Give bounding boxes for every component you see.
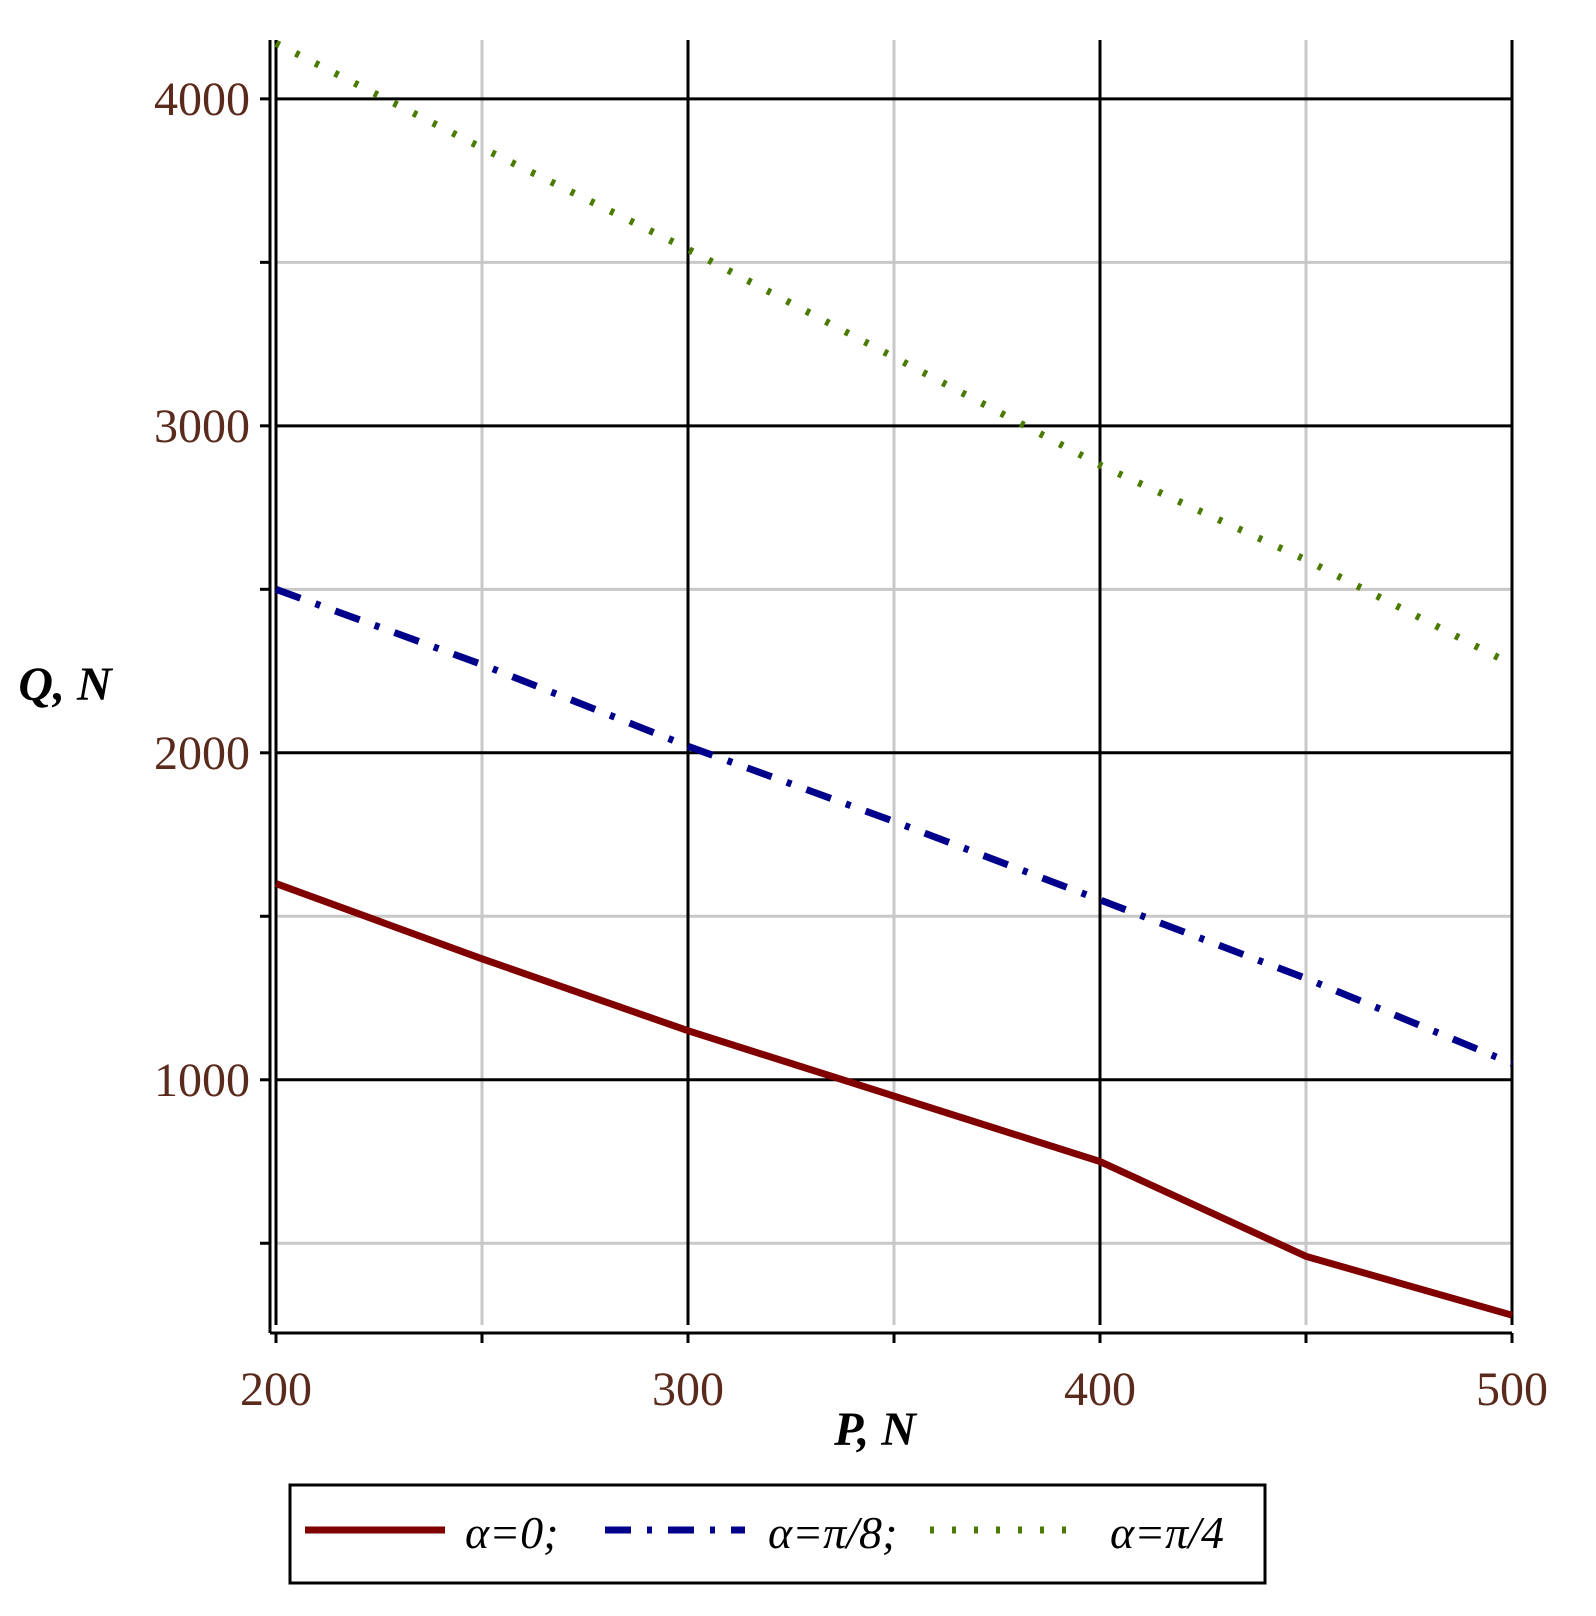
legend-label-3: α=π/4 [1110, 1507, 1224, 1558]
y-tick-label: 4000 [154, 73, 250, 126]
x-axis-title: P, N [833, 1403, 918, 1456]
legend-label-1: α=0; [465, 1507, 559, 1558]
legend-label-2: α=π/8; [768, 1507, 897, 1558]
y-tick-label: 3000 [154, 400, 250, 453]
major-grid [274, 40, 1514, 1325]
minor-grid [276, 40, 1512, 1325]
x-tick-label: 300 [652, 1363, 724, 1416]
y-tick-labels: 1000 2000 3000 4000 [154, 73, 250, 1107]
legend-box [288, 1483, 1267, 1585]
series-layer [274, 40, 1514, 1319]
x-tick-label: 400 [1064, 1363, 1136, 1416]
y-tick-label: 2000 [154, 727, 250, 780]
series-line-1 [274, 880, 1513, 1319]
x-tick-label: 200 [240, 1363, 312, 1416]
axes [260, 40, 1514, 1343]
y-tick-label: 1000 [154, 1054, 250, 1107]
legend: α=0; α=π/8; α=π/4 [288, 1483, 1267, 1585]
x-tick-label: 500 [1476, 1363, 1548, 1416]
x-tick-labels: 200 300 400 500 [240, 1363, 1548, 1416]
y-axis-title: Q, N [18, 658, 114, 711]
